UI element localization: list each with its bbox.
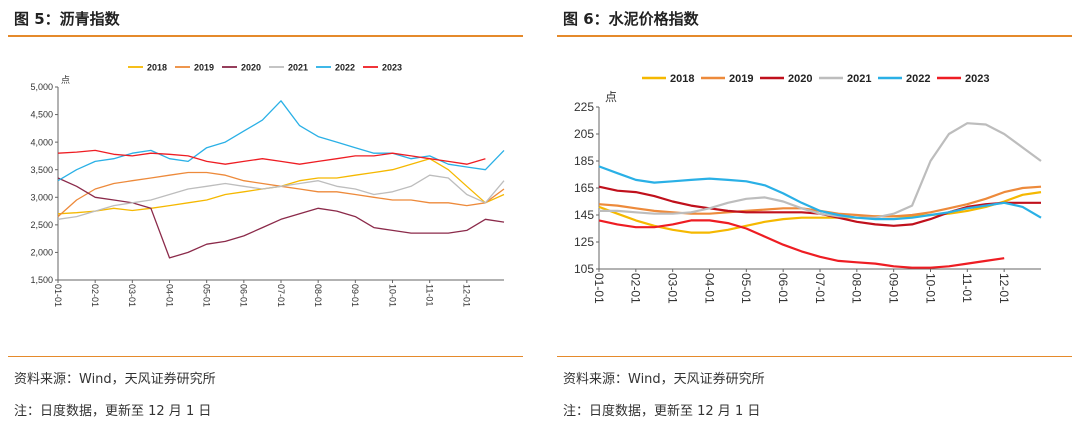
x-tick-label: 03-01: [665, 273, 679, 304]
legend-label-2023: 2023: [382, 62, 402, 72]
source-note: 资料来源：Wind，天风证券研究所: [14, 372, 216, 387]
x-tick-label: 03-01: [127, 284, 137, 307]
legend-label-2021: 2021: [847, 73, 871, 85]
y-tick-label: 1,500: [30, 275, 53, 285]
x-tick-label: 12-01: [462, 284, 472, 307]
y-axis-label: 点: [605, 90, 617, 104]
figure-title: 图 6：水泥价格指数: [563, 10, 699, 28]
series-line-2018: [598, 191, 1042, 234]
series-line-2020: [57, 177, 505, 259]
legend-label-2018: 2018: [147, 62, 167, 72]
series-line-2023: [57, 149, 486, 165]
series-line-2022: [57, 100, 505, 182]
x-tick-label: 04-01: [702, 273, 716, 304]
cement-panel: 图 6：水泥价格指数 点 225 205 185 165 145 125 105 01-01 02…: [557, 0, 1072, 422]
y-tick-label: 3,000: [30, 192, 53, 202]
y-tick-label: 2,000: [30, 248, 53, 258]
y-tick-label: 2,500: [30, 220, 53, 230]
y-tick-label: 125: [574, 235, 594, 249]
x-tick-label: 10-01: [923, 273, 937, 304]
y-tick-label: 205: [574, 127, 594, 141]
asphalt-index-chart: 点 5,000 4,500 4,000 3,500 3,000 2,500 2,000 1,50…: [30, 62, 505, 307]
figure-title: 图 5：沥青指数: [14, 10, 120, 28]
x-tick-label: 07-01: [276, 284, 286, 307]
x-tick-label: 12-01: [997, 273, 1011, 304]
y-tick-label: 225: [574, 100, 594, 114]
legend-label-2020: 2020: [788, 73, 812, 85]
data-note: 注：日度数据，更新至 12 月 1 日: [563, 404, 761, 419]
y-tick-label: 185: [574, 154, 594, 168]
x-tick-label: 01-01: [592, 273, 606, 304]
legend-label-2023: 2023: [965, 73, 989, 85]
x-tick-label: 09-01: [886, 273, 900, 304]
source-note: 资料来源：Wind，天风证券研究所: [563, 372, 765, 387]
series-line-2021: [57, 174, 505, 220]
x-tick-label: 08-01: [850, 273, 864, 304]
x-tick-label: 01-01: [53, 284, 63, 307]
legend-label-2022: 2022: [335, 62, 355, 72]
series-line-2021: [599, 122, 1042, 219]
x-tick-label: 06-01: [239, 284, 249, 307]
bottom-rule: [8, 356, 523, 357]
x-tick-label: 06-01: [776, 273, 790, 304]
x-tick-label: 05-01: [202, 284, 212, 307]
asphalt-panel: 图 5：沥青指数 点 5,000 4,500 4,000 3,500 3,000 2,500…: [8, 0, 523, 422]
legend-label-2022: 2022: [906, 73, 930, 85]
x-tick-label: 11-01: [960, 273, 974, 303]
x-tick-label: 11-01: [425, 284, 435, 306]
y-tick-label: 4,000: [30, 137, 53, 147]
data-note: 注：日度数据，更新至 12 月 1 日: [14, 404, 212, 419]
y-tick-label: 165: [574, 181, 594, 195]
y-tick-label: 145: [574, 208, 594, 222]
x-tick-label: 02-01: [629, 273, 643, 304]
title-rule: [8, 35, 523, 37]
y-tick-label: 5,000: [30, 82, 53, 92]
x-tick-label: 07-01: [813, 273, 827, 304]
x-tick-label: 04-01: [164, 284, 174, 307]
y-tick-label: 4,500: [30, 110, 53, 120]
y-tick-label: 3,500: [30, 165, 53, 175]
x-tick-label: 10-01: [387, 284, 397, 307]
legend-label-2018: 2018: [670, 73, 694, 85]
legend-label-2019: 2019: [194, 62, 214, 72]
legend-label-2020: 2020: [241, 62, 261, 72]
bottom-rule: [557, 356, 1072, 357]
y-tick-label: 105: [574, 262, 594, 276]
legend-label-2021: 2021: [288, 62, 308, 72]
title-rule: [557, 35, 1072, 37]
legend-label-2019: 2019: [729, 73, 753, 85]
series-line-2022: [598, 165, 1042, 221]
series-line-2023: [598, 219, 1005, 269]
x-tick-label: 02-01: [90, 284, 100, 307]
y-axis-label: 点: [61, 75, 70, 85]
x-tick-label: 09-01: [350, 284, 360, 307]
x-tick-label: 05-01: [739, 273, 753, 304]
x-tick-label: 08-01: [313, 284, 323, 307]
